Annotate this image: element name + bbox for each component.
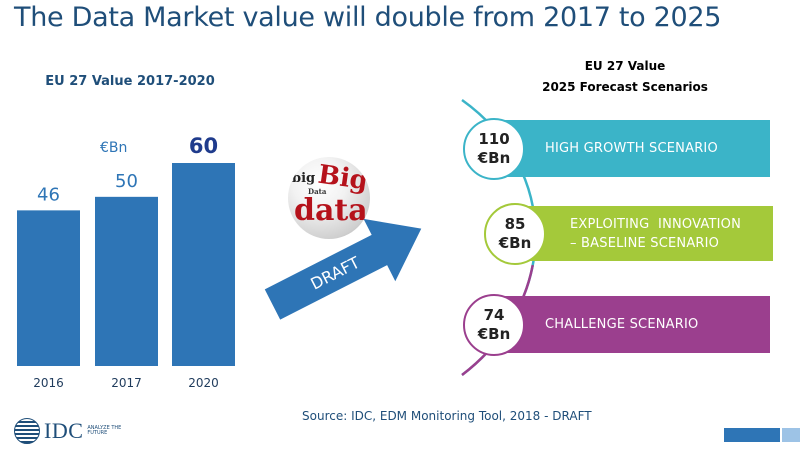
scenario-label-baseline-line1: EXPLOITING INNOVATION xyxy=(570,216,742,232)
logo-tagline: ANALYZE THE FUTURE xyxy=(87,424,122,436)
scenarios-heading-line2: 2025 Forecast Scenarios xyxy=(542,80,708,94)
scenario-label-baseline-line2: – BASELINE SCENARIO xyxy=(570,235,720,251)
scenario-value-high-growth-number: 110 xyxy=(478,130,510,148)
scenario-band-baseline: EXPLOITING INNOVATION – BASELINE SCENARI… xyxy=(520,206,773,261)
bar-2017 xyxy=(95,196,158,366)
scenario-value-challenge: 74 €Bn xyxy=(463,294,525,356)
ball-word-small-big: big xyxy=(292,171,316,186)
globe-icon xyxy=(14,418,40,444)
bar-chart-unit: €Bn xyxy=(100,140,128,156)
ball-word-small-data: Data xyxy=(308,187,327,196)
scenarios-heading-line1: EU 27 Value xyxy=(584,59,666,73)
scenario-value-high-growth: 110 €Bn xyxy=(463,118,525,180)
draft-arrow: DRAFT xyxy=(264,218,422,320)
logo-text: IDC xyxy=(44,418,84,443)
page-title: The Data Market value will double from 2… xyxy=(14,2,722,33)
bar-value-label-2016: 46 xyxy=(37,184,60,205)
scenario-label-high-growth: HIGH GROWTH SCENARIO xyxy=(545,141,718,156)
scenario-value-baseline-unit: €Bn xyxy=(498,234,532,252)
bar-chart: 46 2016 50 2017 60 2020 xyxy=(17,134,235,390)
scenario-value-challenge-number: 74 xyxy=(483,306,505,324)
ball-word-data: data xyxy=(294,193,368,228)
scenario-label-challenge: CHALLENGE SCENARIO xyxy=(545,317,699,332)
corner-bar-light xyxy=(782,428,800,442)
x-tick-label-2017: 2017 xyxy=(111,376,142,390)
corner-bar-dark xyxy=(724,428,780,442)
bar-2016 xyxy=(17,210,80,366)
corner-decoration xyxy=(724,428,800,442)
x-tick-label-2020: 2020 xyxy=(188,376,219,390)
bar-2020 xyxy=(172,163,235,366)
scenario-value-baseline-number: 85 xyxy=(504,215,526,233)
scenario-value-high-growth-unit: €Bn xyxy=(477,149,511,167)
idc-logo: IDC ANALYZE THE FUTURE xyxy=(14,418,127,444)
scenarios-heading: EU 27 Value 2025 Forecast Scenarios xyxy=(520,56,730,98)
scenario-band-challenge: CHALLENGE SCENARIO xyxy=(500,296,770,353)
source-note: Source: IDC, EDM Monitoring Tool, 2018 -… xyxy=(302,409,592,423)
bar-value-label-2020: 60 xyxy=(189,134,218,158)
scenario-band-high-growth: HIGH GROWTH SCENARIO xyxy=(500,120,770,177)
bar-value-label-2017: 50 xyxy=(115,171,138,192)
bar-chart-heading: EU 27 Value 2017-2020 xyxy=(45,74,215,89)
scenario-value-challenge-unit: €Bn xyxy=(477,325,511,343)
x-tick-label-2016: 2016 xyxy=(33,376,64,390)
big-data-sphere-image: Big data big Data xyxy=(288,157,370,239)
scenario-value-baseline: 85 €Bn xyxy=(484,203,546,265)
scenario-label-baseline: EXPLOITING INNOVATION – BASELINE SCENARI… xyxy=(520,215,741,253)
